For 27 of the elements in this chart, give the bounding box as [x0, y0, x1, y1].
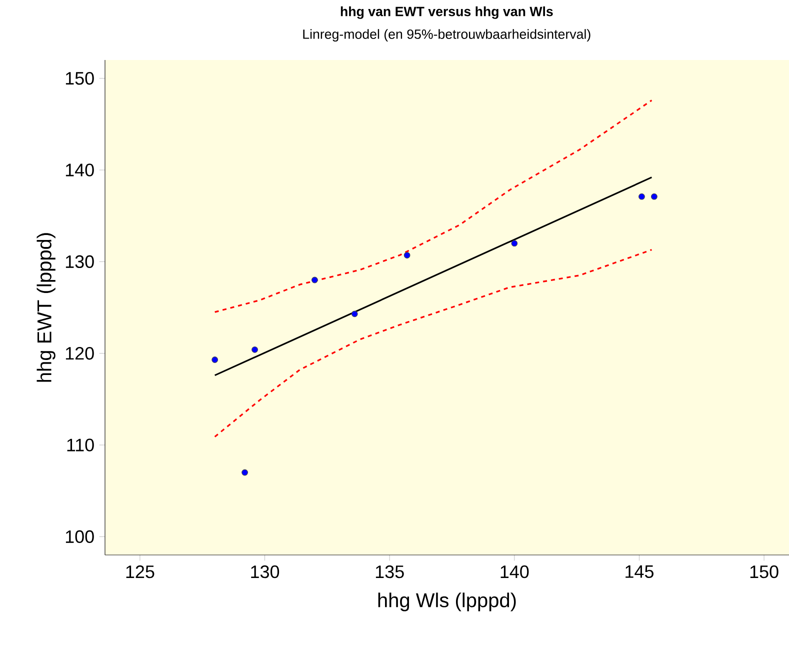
point	[311, 276, 318, 284]
y-tick-label: 110	[67, 438, 94, 452]
y-tick-label: 120	[66, 346, 94, 360]
point	[212, 356, 218, 363]
x-tick-label: 145	[626, 565, 654, 578]
x-axis-title: hhg Wls (lpppd)	[378, 592, 516, 612]
x-tick-label: 135	[376, 565, 404, 578]
chart-subtitle: Linreg-model (en 95%-betrouwbaarheidsinterval)	[303, 29, 590, 42]
x-tick-label: 130	[251, 565, 280, 578]
chart-title: hhg van EWT versus hhg van Wls	[340, 6, 553, 19]
y-axis-title: hhg EWT (lpppd)	[36, 233, 56, 382]
point	[252, 346, 258, 353]
point	[638, 193, 645, 200]
point	[242, 469, 248, 476]
line-series	[214, 100, 653, 313]
point	[511, 240, 518, 247]
y-tick-label: 100	[66, 530, 94, 544]
point	[351, 310, 358, 318]
x-tick-label: 150	[750, 565, 778, 578]
y-tick-label: 130	[66, 255, 94, 268]
y-tick-label: 140	[66, 164, 94, 176]
point	[650, 193, 658, 200]
point	[404, 252, 410, 258]
line-series	[214, 248, 653, 438]
x-tick-label: 140	[500, 565, 529, 578]
x-tick-label: 125	[126, 565, 154, 578]
y-tick-label: 150	[66, 72, 94, 85]
